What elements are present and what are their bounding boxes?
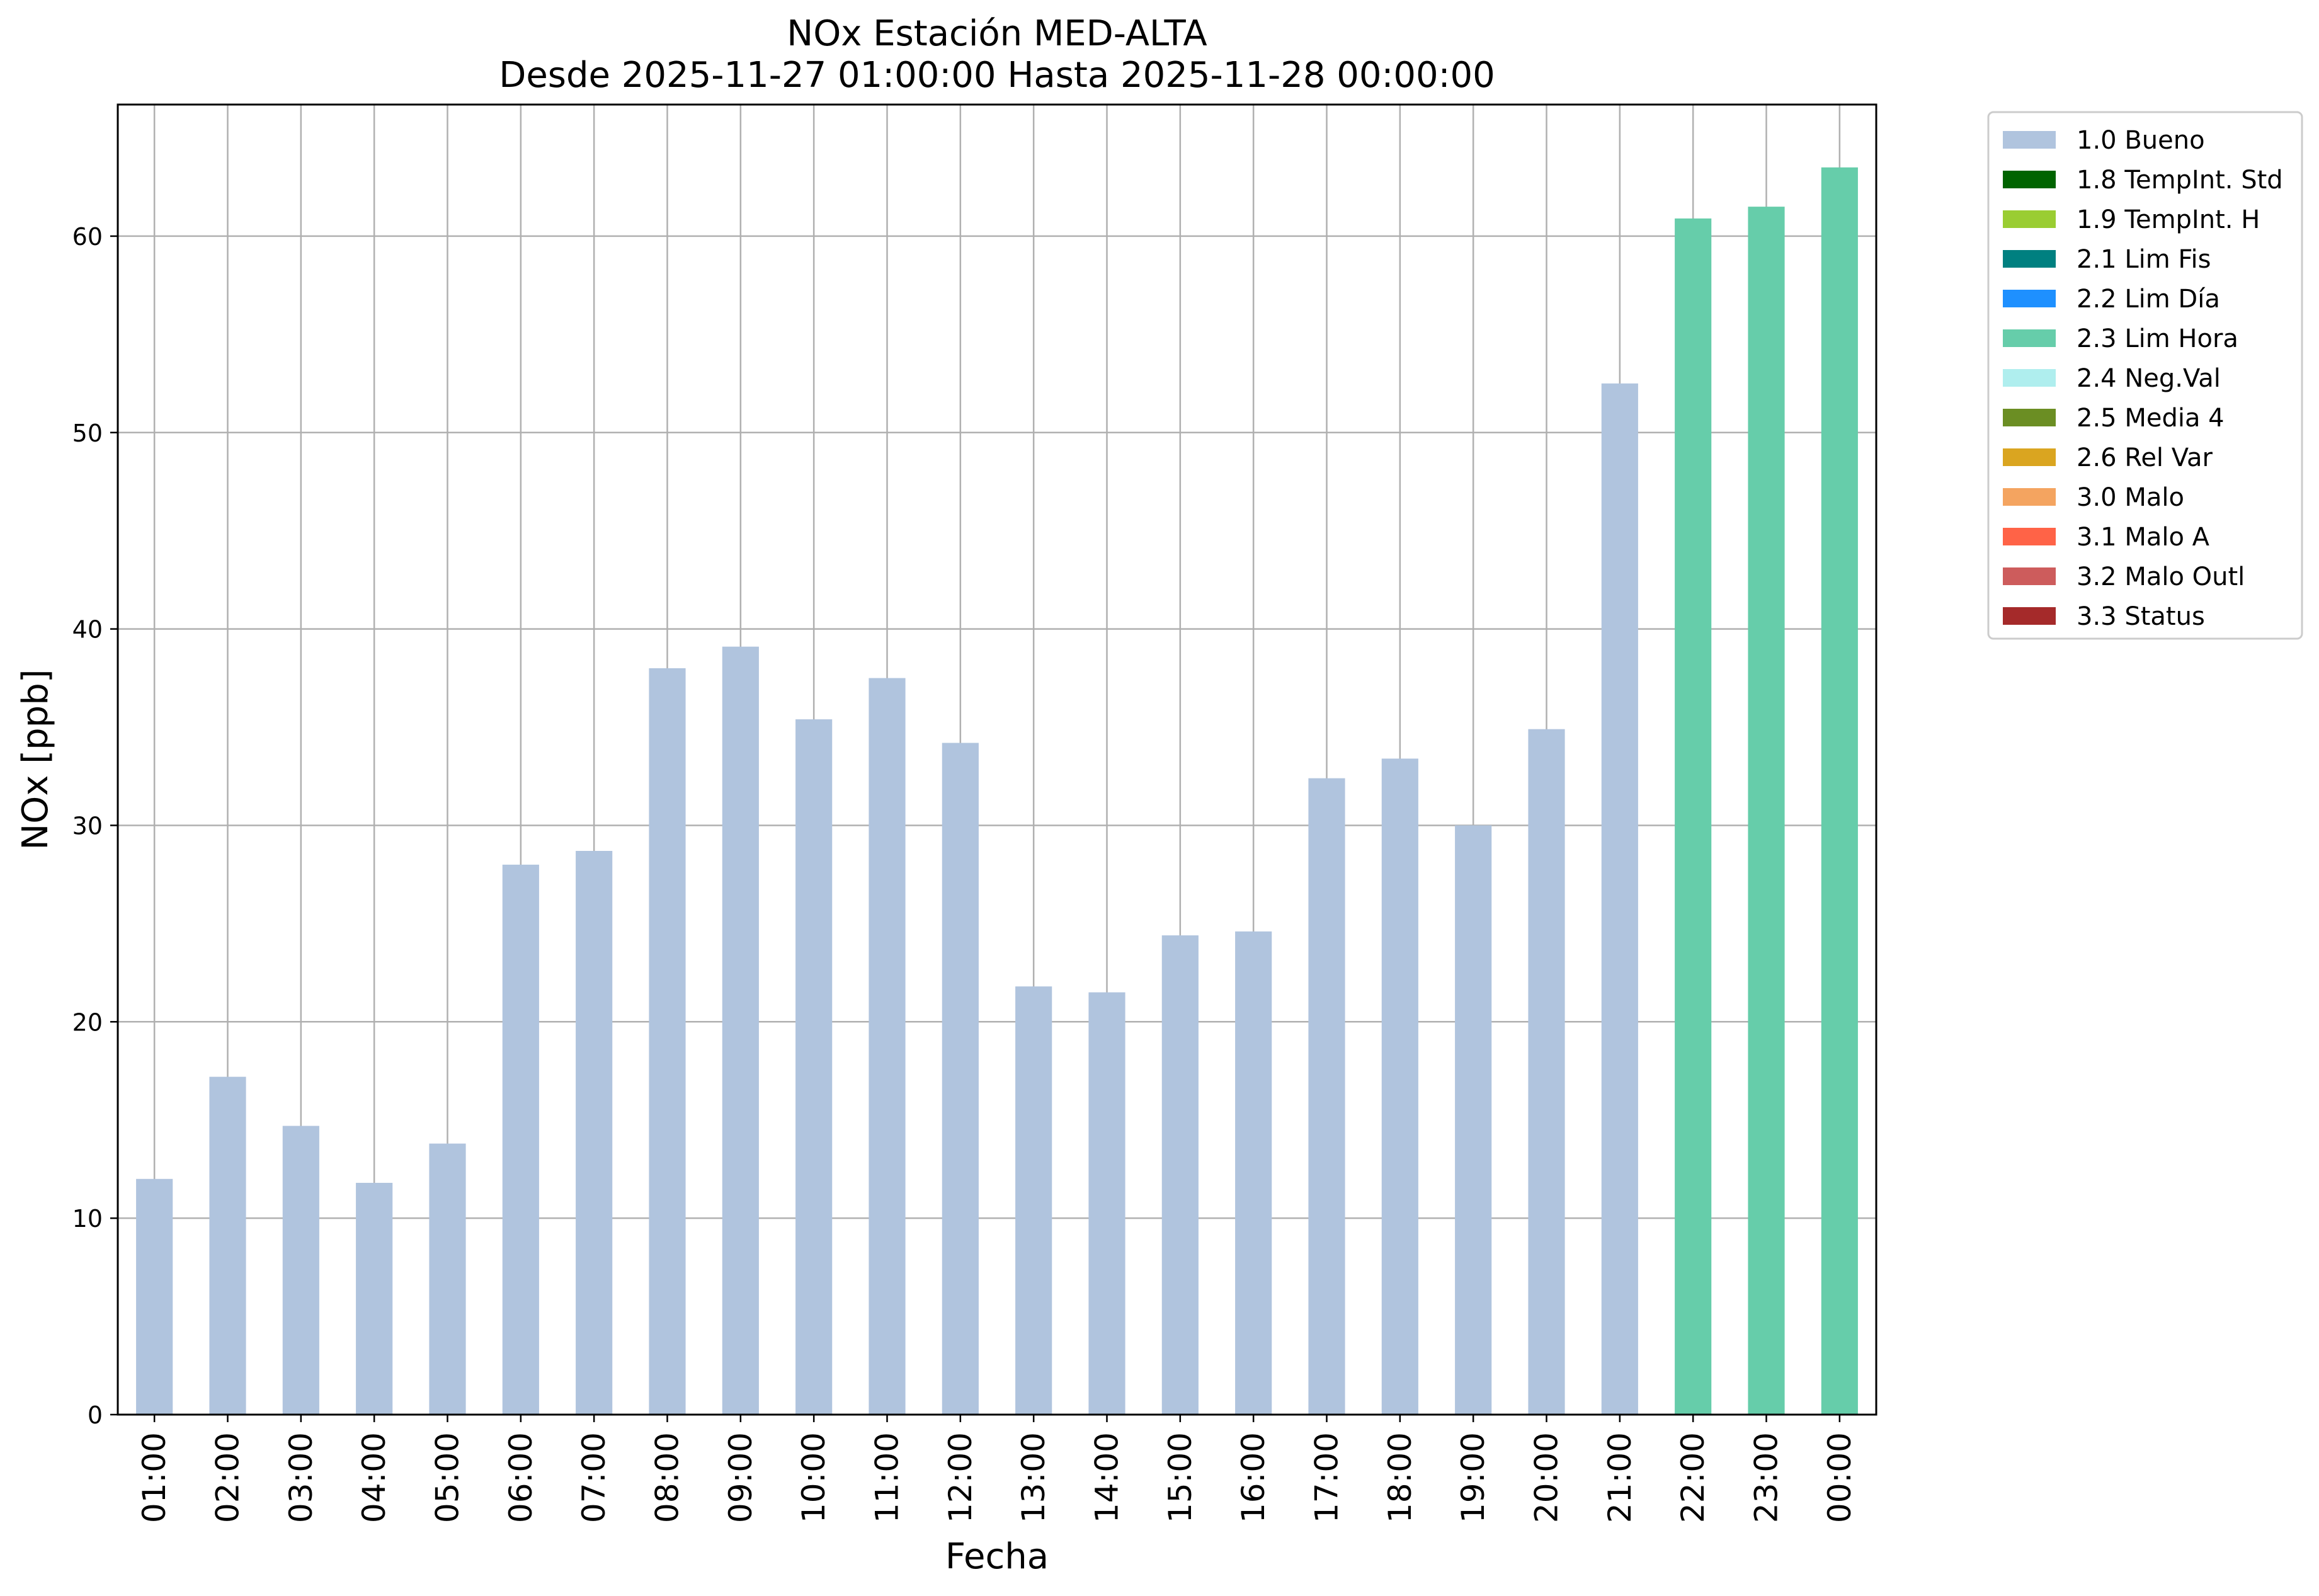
legend-label: 1.0 Bueno	[2077, 126, 2205, 155]
legend-label: 2.5 Media 4	[2077, 404, 2225, 433]
bar-0400	[356, 1183, 393, 1415]
legend-swatch	[2003, 171, 2056, 188]
bar-1300	[1015, 986, 1052, 1415]
legend-swatch	[2003, 528, 2056, 545]
y-tick-label: 0	[88, 1401, 103, 1429]
legend-label: 3.2 Malo Outl	[2077, 562, 2245, 591]
x-tick-label: 13:00	[1015, 1432, 1052, 1523]
x-axis-label: Fecha	[945, 1536, 1049, 1577]
bar-2000	[1528, 729, 1565, 1415]
bar-0100	[136, 1178, 173, 1415]
bar-2100	[1601, 383, 1638, 1415]
bar-1900	[1455, 825, 1492, 1415]
x-tick-label: 20:00	[1529, 1432, 1565, 1523]
y-axis-label: NOx [ppb]	[15, 669, 56, 850]
legend-label: 1.9 TempInt. H	[2077, 205, 2260, 234]
chart-subtitle: Desde 2025-11-27 01:00:00 Hasta 2025-11-…	[499, 55, 1495, 96]
legend-swatch	[2003, 567, 2056, 585]
legend-swatch	[2003, 448, 2056, 466]
legend-swatch	[2003, 488, 2056, 506]
x-tick-label: 02:00	[210, 1432, 246, 1523]
y-tick-label: 30	[72, 812, 103, 840]
legend-label: 2.2 Lim Día	[2077, 285, 2220, 314]
legend-box	[1987, 111, 2303, 640]
legend-label: 2.4 Neg.Val	[2077, 364, 2221, 393]
legend-label: 2.3 Lim Hora	[2077, 324, 2238, 353]
bar-0500	[429, 1143, 466, 1415]
x-tick-label: 21:00	[1602, 1432, 1638, 1523]
bar-1600	[1235, 931, 1272, 1415]
legend-label: 2.1 Lim Fis	[2077, 245, 2211, 274]
x-tick-label: 04:00	[356, 1432, 392, 1523]
y-tick-label: 40	[72, 616, 103, 644]
legend-swatch	[2003, 607, 2056, 625]
legend-swatch	[2003, 290, 2056, 307]
legend-swatch	[2003, 131, 2056, 149]
y-tick-label: 10	[72, 1205, 103, 1233]
bar-0300	[282, 1126, 319, 1415]
x-tick-label: 17:00	[1309, 1432, 1345, 1523]
y-axis-ticks: 0 10 20 30 40 50 60	[72, 223, 118, 1429]
x-tick-label: 03:00	[283, 1432, 319, 1523]
x-tick-label: 15:00	[1162, 1432, 1199, 1523]
legend-swatch	[2003, 210, 2056, 228]
bar-0200	[209, 1076, 246, 1415]
x-tick-label: 19:00	[1455, 1432, 1491, 1523]
legend-swatch	[2003, 409, 2056, 426]
x-tick-label: 12:00	[942, 1432, 979, 1523]
x-tick-label: 23:00	[1748, 1432, 1785, 1523]
x-tick-label: 11:00	[869, 1432, 906, 1523]
bars	[136, 167, 1858, 1415]
bar-0600	[502, 864, 539, 1415]
x-tick-label: 01:00	[136, 1432, 173, 1523]
legend-swatch	[2003, 369, 2056, 387]
bar-1100	[869, 678, 906, 1415]
x-tick-label: 10:00	[795, 1432, 832, 1523]
legend-swatch	[2003, 329, 2056, 347]
bar-0800	[649, 668, 686, 1415]
bar-1800	[1381, 758, 1418, 1415]
x-tick-label: 07:00	[576, 1432, 612, 1523]
bar-0900	[722, 646, 759, 1415]
legend: 1.0 Bueno 1.8 TempInt. Std 1.9 TempInt. H 2…	[1987, 111, 2303, 640]
legend-swatch	[2003, 250, 2056, 268]
legend-label: 3.1 Malo A	[2077, 523, 2210, 552]
bar-2300	[1748, 207, 1785, 1415]
x-tick-label: 05:00	[430, 1432, 466, 1523]
bar-1500	[1161, 935, 1199, 1415]
legend-label: 3.3 Status	[2077, 602, 2205, 631]
bar-0700	[576, 851, 613, 1415]
x-tick-label: 14:00	[1089, 1432, 1125, 1523]
x-tick-label: 18:00	[1382, 1432, 1418, 1523]
bar-1000	[795, 719, 833, 1415]
bar-1700	[1308, 778, 1345, 1415]
x-tick-label: 08:00	[649, 1432, 686, 1523]
x-tick-label: 09:00	[722, 1432, 759, 1523]
y-tick-label: 60	[72, 223, 103, 251]
x-tick-label: 00:00	[1821, 1432, 1858, 1523]
x-tick-label: 22:00	[1675, 1432, 1711, 1523]
legend-label: 3.0 Malo	[2077, 483, 2184, 512]
chart-title: NOx Estación MED-ALTA	[787, 13, 1207, 54]
bar-1200	[942, 743, 979, 1415]
legend-label: 2.6 Rel Var	[2077, 443, 2213, 472]
x-tick-label: 16:00	[1235, 1432, 1272, 1523]
x-axis-ticks: 01:00 02:00 03:00 04:00 05:00 06:00 07:00 08:00…	[136, 1415, 1858, 1523]
legend-label: 1.8 TempInt. Std	[2077, 166, 2283, 195]
bar-2200	[1675, 218, 1712, 1415]
bar-1400	[1088, 992, 1125, 1415]
y-tick-label: 50	[72, 419, 103, 447]
plot-frame	[117, 103, 1877, 1416]
x-tick-label: 06:00	[503, 1432, 539, 1523]
y-tick-label: 20	[72, 1008, 103, 1036]
bar-0000	[1821, 167, 1858, 1415]
